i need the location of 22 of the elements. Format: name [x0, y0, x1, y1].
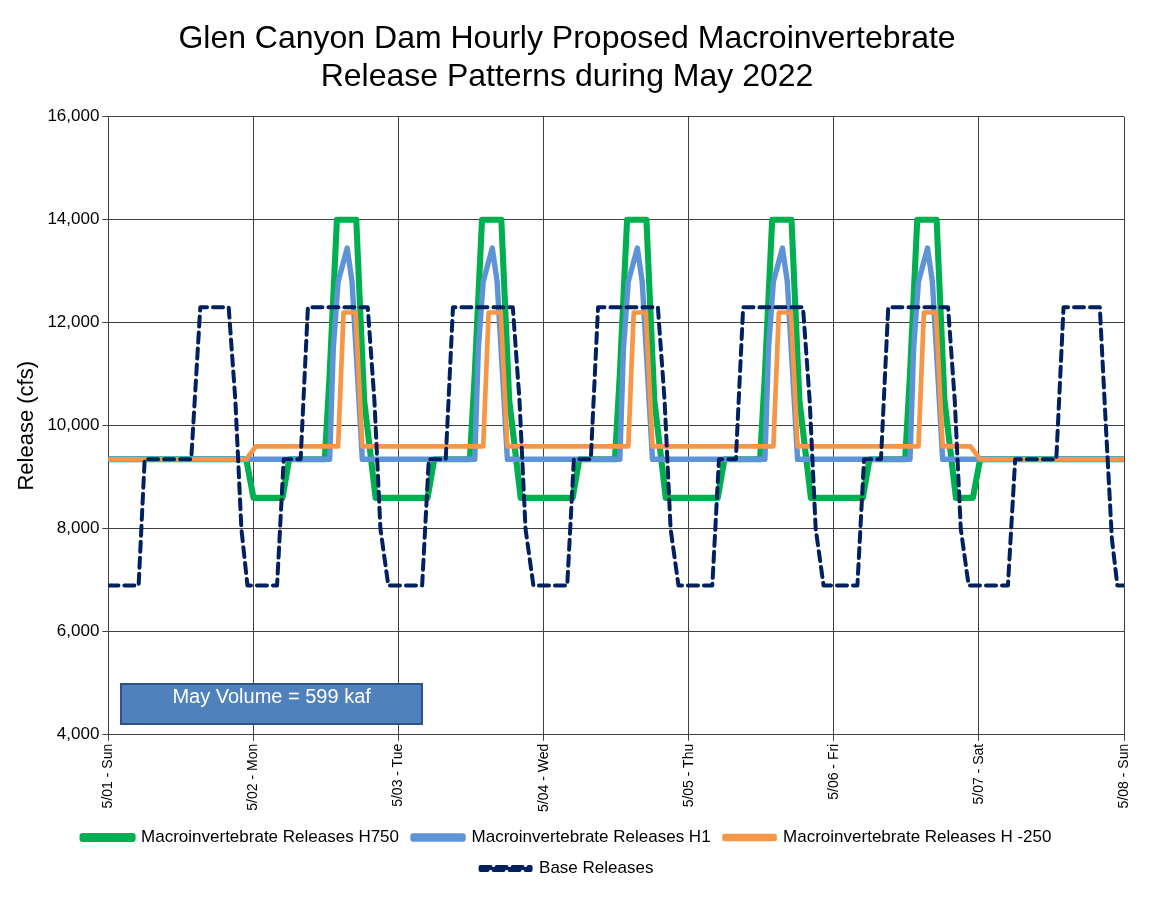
legend-label: Macroinvertebrate Releases H -250 [783, 827, 1052, 847]
y-tick-label: 6,000 [56, 621, 100, 641]
x-tick-label: 5/05 - Thu [679, 743, 696, 808]
y-axis-title: Release (cfs) [13, 360, 39, 491]
y-tick-label: 8,000 [56, 518, 100, 538]
y-tick-label: 16,000 [47, 106, 100, 126]
x-tick-label: 5/04 - Wed [534, 743, 551, 813]
legend-label: Macroinvertebrate Releases H1 [471, 827, 711, 847]
y-tick-label: 14,000 [47, 209, 100, 229]
x-tick-label: 5/07 - Sat [969, 743, 986, 805]
y-tick-label: 10,000 [47, 415, 100, 435]
x-tick-label: 5/08 - Sun [1114, 743, 1131, 809]
chart-title: Glen Canyon Dam Hourly Proposed Macroinvertebrate Release Patterns during May 2022 [178, 19, 956, 94]
legend-label: Base Releases [539, 858, 654, 878]
note-box: May Volume = 599 kaf [120, 682, 423, 725]
x-tick-label: 5/02 - Mon [244, 743, 261, 811]
x-tick-label: 5/03 - Tue [389, 743, 406, 807]
y-tick-label: 4,000 [56, 724, 100, 744]
x-tick-label: 5/01 - Sun [99, 743, 116, 809]
y-tick-label: 12,000 [47, 312, 100, 332]
x-tick-label: 5/06 - Fri [824, 743, 841, 800]
legend-label: Macroinvertebrate Releases H750 [141, 827, 400, 847]
